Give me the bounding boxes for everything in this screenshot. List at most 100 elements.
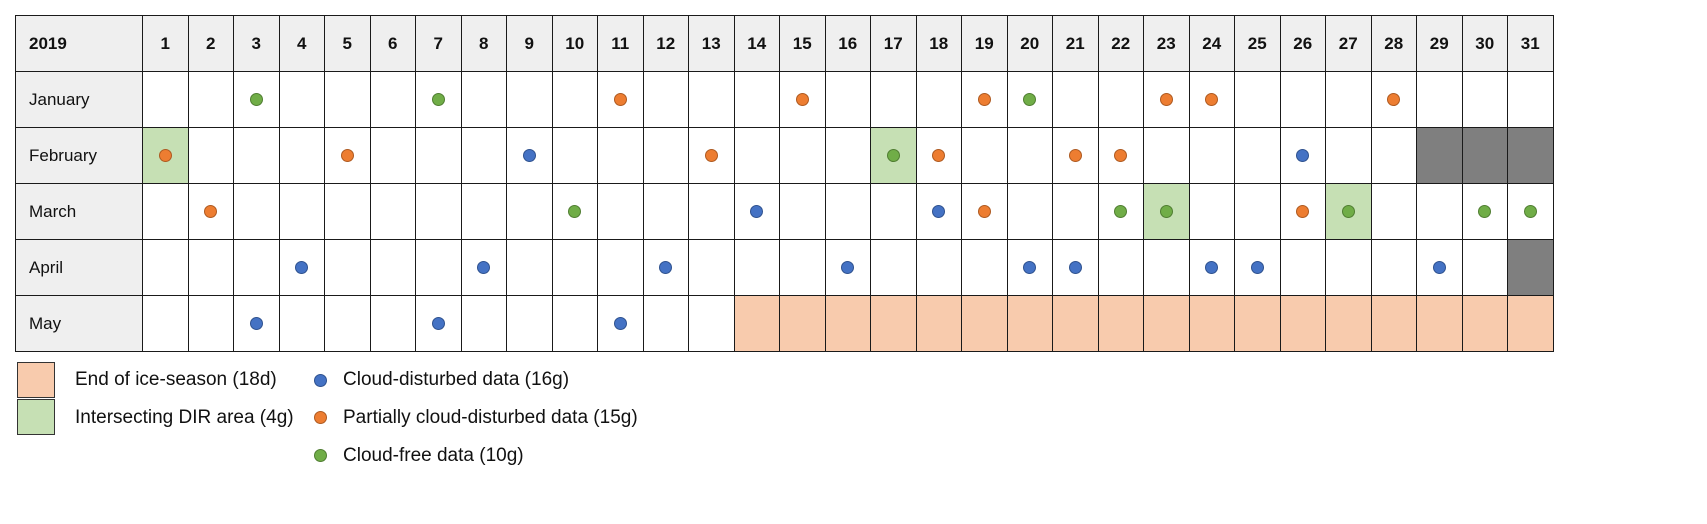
observation-dot-orange [340,148,354,162]
day-cell [233,127,280,184]
observation-dot-green [1023,92,1037,106]
observation-dot-blue [249,316,263,330]
day-cell [551,71,598,128]
observation-dot-green [1478,204,1492,218]
month-label: March [15,183,143,240]
observation-calendar: 2019 1 2 3 4 5 6 7 8 9 10 11 12 13 14 15 16 17 18 19 20 21 22 2… [15,15,1554,352]
day-cell [1052,71,1099,128]
month-row: April [15,239,1554,296]
day-cell [1188,127,1235,184]
day-cell [1097,183,1144,240]
day-cell [1461,239,1508,296]
day-cell [1097,71,1144,128]
day-cell [688,239,735,296]
day-cell [1461,127,1508,184]
day-cell [688,183,735,240]
day-cell [1052,239,1099,296]
day-header: 12 [642,15,689,72]
day-cell [1234,295,1281,352]
day-cell [415,295,462,352]
day-header: 8 [460,15,507,72]
day-cell [870,183,917,240]
day-cell [1370,239,1417,296]
day-cell [597,127,644,184]
day-cell [1416,239,1463,296]
day-cell [1507,239,1554,296]
day-cell [506,239,553,296]
day-cell [824,295,871,352]
observation-dot-orange [1296,204,1310,218]
day-cell [824,183,871,240]
legend-greendot-dot [314,449,327,462]
legend-green-swatch [17,399,55,435]
day-cell [733,71,780,128]
day-cell [597,183,644,240]
observation-dot-blue [932,204,946,218]
day-cell [369,239,416,296]
day-cell [187,295,234,352]
day-header: 23 [1143,15,1190,72]
day-cell [1416,295,1463,352]
day-header: 18 [915,15,962,72]
observation-dot-green [431,92,445,106]
day-header: 9 [506,15,553,72]
day-cell [1507,295,1554,352]
day-cell [642,71,689,128]
day-header: 25 [1234,15,1281,72]
day-cell [415,239,462,296]
day-cell [1507,71,1554,128]
observation-dot-orange [158,148,172,162]
observation-dot-green [1341,204,1355,218]
observation-dot-green [1523,204,1537,218]
month-row: March [15,183,1554,240]
day-cell [915,239,962,296]
observation-dot-blue [613,316,627,330]
day-cell [915,127,962,184]
day-cell [1143,295,1190,352]
observation-dot-orange [1114,148,1128,162]
day-header: 26 [1279,15,1326,72]
day-cell [1461,295,1508,352]
day-cell [142,295,189,352]
day-cell [1188,183,1235,240]
observation-dot-orange [977,204,991,218]
day-cell [369,71,416,128]
day-header: 6 [369,15,416,72]
day-cell [278,183,325,240]
day-cell [233,295,280,352]
day-cell [824,127,871,184]
observation-dot-orange [704,148,718,162]
observation-dot-green [249,92,263,106]
day-cell [506,127,553,184]
day-cell [733,183,780,240]
day-header: 10 [551,15,598,72]
day-cell [642,295,689,352]
day-cell [1370,71,1417,128]
day-cell [597,239,644,296]
day-cell [324,239,371,296]
legend-greendot-label: Cloud-free data (10g) [343,445,524,466]
day-cell [551,127,598,184]
day-cell [369,127,416,184]
day-cell [187,127,234,184]
legend-orange-dot [314,411,327,424]
day-cell [324,127,371,184]
month-row: February [15,127,1554,184]
day-cell [506,71,553,128]
day-cell [870,295,917,352]
day-cell [1507,127,1554,184]
day-cell [961,127,1008,184]
day-header: 28 [1370,15,1417,72]
observation-dot-orange [204,204,218,218]
day-cell [1188,239,1235,296]
day-header: 2 [187,15,234,72]
day-header: 15 [779,15,826,72]
month-label: January [15,71,143,128]
day-cell [551,239,598,296]
observation-dot-blue [1296,148,1310,162]
observation-dot-blue [841,260,855,274]
observation-dot-blue [1205,260,1219,274]
day-cell [324,295,371,352]
day-header: 13 [688,15,735,72]
day-header: 4 [278,15,325,72]
